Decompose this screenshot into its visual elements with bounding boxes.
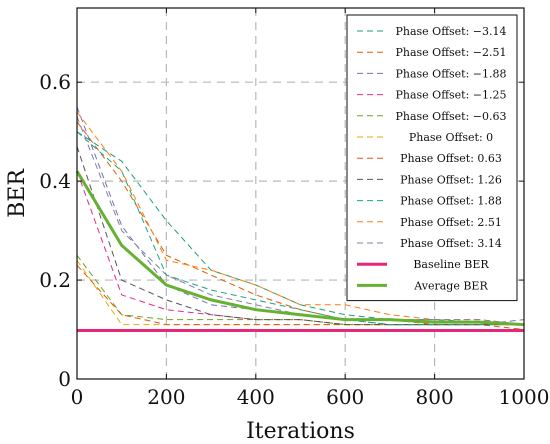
series-line-8 <box>76 131 524 326</box>
legend-label: Phase Offset: −1.88 <box>395 67 506 80</box>
legend-label: Phase Offset: 1.88 <box>400 195 502 208</box>
legend-label: Phase Offset: −1.25 <box>395 89 506 102</box>
legend-label: Phase Offset: 0.63 <box>400 152 502 165</box>
y-axis: 0 0.2 0.4 0.6 <box>39 70 524 391</box>
legend-box <box>346 14 518 302</box>
legend-label: Phase Offset: 2.51 <box>400 216 502 229</box>
plot-frame <box>76 7 525 380</box>
y-tick-label: 0.6 <box>39 70 71 94</box>
legend-label: Phase Offset: −2.51 <box>395 46 506 59</box>
y-tick-label: 0.2 <box>39 268 71 292</box>
legend-label: Phase Offset: −0.63 <box>395 110 506 123</box>
y-axis-title: BER <box>5 168 30 218</box>
legend: Phase Offset: −3.14 Phase Offset: −2.51 Ph… <box>346 14 518 302</box>
series-line-12 <box>75 170 525 327</box>
x-tick-label: 0 <box>71 385 84 409</box>
x-tick-label: 400 <box>237 385 275 409</box>
series-layer <box>75 106 525 332</box>
x-axis: 0 200 400 600 800 1000 <box>71 8 550 409</box>
y-tick-label: 0 <box>58 367 71 391</box>
x-tick-label: 800 <box>416 385 454 409</box>
x-tick-label: 600 <box>326 385 364 409</box>
x-tick-label: 200 <box>147 385 185 409</box>
x-axis-title: Iterations <box>246 419 355 444</box>
legend-label: Phase Offset: −3.14 <box>395 25 506 38</box>
legend-label: Phase Offset: 3.14 <box>400 237 502 250</box>
series-line-9 <box>76 111 525 326</box>
legend-label: Average BER <box>413 279 488 292</box>
legend-label: Baseline BER <box>413 258 489 271</box>
legend-label: Phase Offset: 0 <box>409 131 493 144</box>
y-tick-label: 0.4 <box>39 169 71 193</box>
x-tick-label: 1000 <box>499 385 550 409</box>
legend-label: Phase Offset: 1.26 <box>400 173 502 186</box>
